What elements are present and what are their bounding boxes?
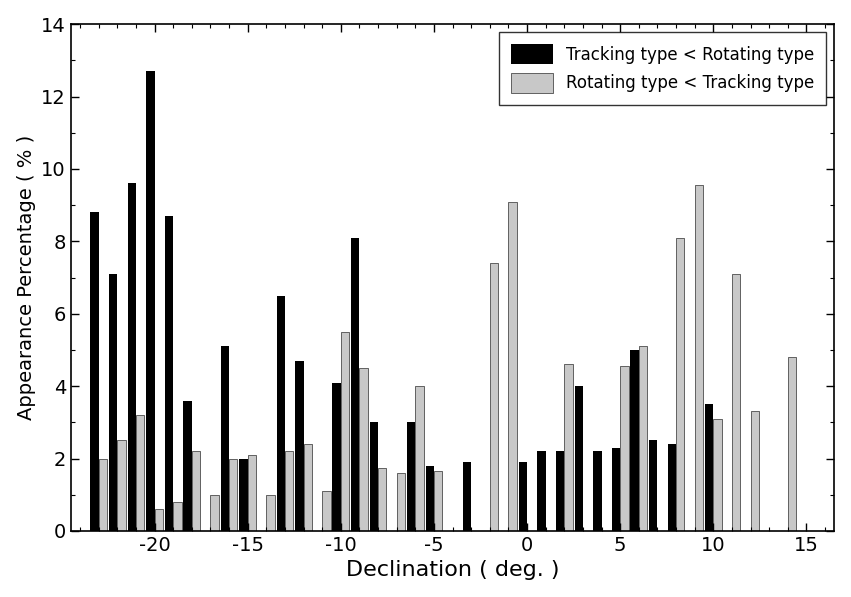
Bar bbox=[397, 473, 405, 531]
Bar bbox=[304, 444, 312, 531]
Bar bbox=[564, 364, 573, 531]
Bar bbox=[285, 451, 294, 531]
Bar bbox=[351, 238, 359, 531]
Bar bbox=[109, 274, 117, 531]
Bar bbox=[434, 471, 443, 531]
Bar bbox=[378, 467, 386, 531]
Bar bbox=[537, 451, 545, 531]
Bar bbox=[649, 441, 658, 531]
Bar bbox=[556, 451, 564, 531]
Bar bbox=[788, 357, 797, 531]
Bar bbox=[277, 296, 285, 531]
Bar bbox=[323, 491, 330, 531]
Bar bbox=[639, 346, 647, 531]
Bar bbox=[220, 346, 229, 531]
Bar bbox=[155, 509, 163, 531]
Bar bbox=[191, 451, 200, 531]
Bar bbox=[694, 185, 703, 531]
Bar bbox=[90, 213, 99, 531]
Bar bbox=[463, 462, 471, 531]
Bar bbox=[668, 444, 676, 531]
Bar bbox=[593, 451, 602, 531]
Bar bbox=[266, 495, 275, 531]
Bar bbox=[676, 238, 684, 531]
Bar bbox=[415, 386, 424, 531]
Bar bbox=[705, 404, 713, 531]
Bar bbox=[146, 71, 155, 531]
Bar bbox=[713, 418, 722, 531]
Bar bbox=[407, 422, 415, 531]
Y-axis label: Appearance Percentage ( % ): Appearance Percentage ( % ) bbox=[17, 135, 36, 420]
Bar bbox=[333, 383, 341, 531]
Bar bbox=[239, 458, 248, 531]
Bar bbox=[508, 202, 517, 531]
Bar bbox=[184, 401, 191, 531]
Bar bbox=[341, 332, 349, 531]
Bar bbox=[136, 415, 145, 531]
Bar bbox=[426, 466, 434, 531]
Bar bbox=[174, 502, 181, 531]
Bar bbox=[620, 366, 629, 531]
Bar bbox=[128, 183, 136, 531]
Bar bbox=[751, 411, 759, 531]
Bar bbox=[229, 458, 237, 531]
Bar bbox=[165, 216, 174, 531]
Bar bbox=[490, 263, 498, 531]
Bar bbox=[99, 458, 107, 531]
Bar bbox=[574, 386, 583, 531]
Bar bbox=[732, 274, 740, 531]
Bar bbox=[369, 422, 378, 531]
Legend: Tracking type < Rotating type, Rotating type < Tracking type: Tracking type < Rotating type, Rotating … bbox=[500, 32, 826, 105]
Bar bbox=[295, 361, 304, 531]
Bar bbox=[519, 462, 527, 531]
Bar bbox=[117, 441, 126, 531]
Bar bbox=[359, 368, 368, 531]
Bar bbox=[631, 350, 639, 531]
X-axis label: Declination ( deg. ): Declination ( deg. ) bbox=[346, 561, 559, 580]
Bar bbox=[612, 448, 620, 531]
Bar bbox=[210, 495, 219, 531]
Bar bbox=[248, 455, 256, 531]
